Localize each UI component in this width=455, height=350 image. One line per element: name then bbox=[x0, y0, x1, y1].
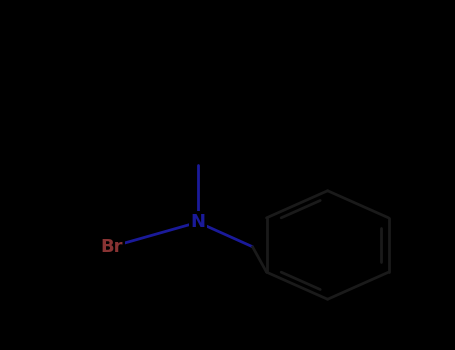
Text: N: N bbox=[191, 213, 205, 231]
Text: Br: Br bbox=[100, 238, 123, 256]
